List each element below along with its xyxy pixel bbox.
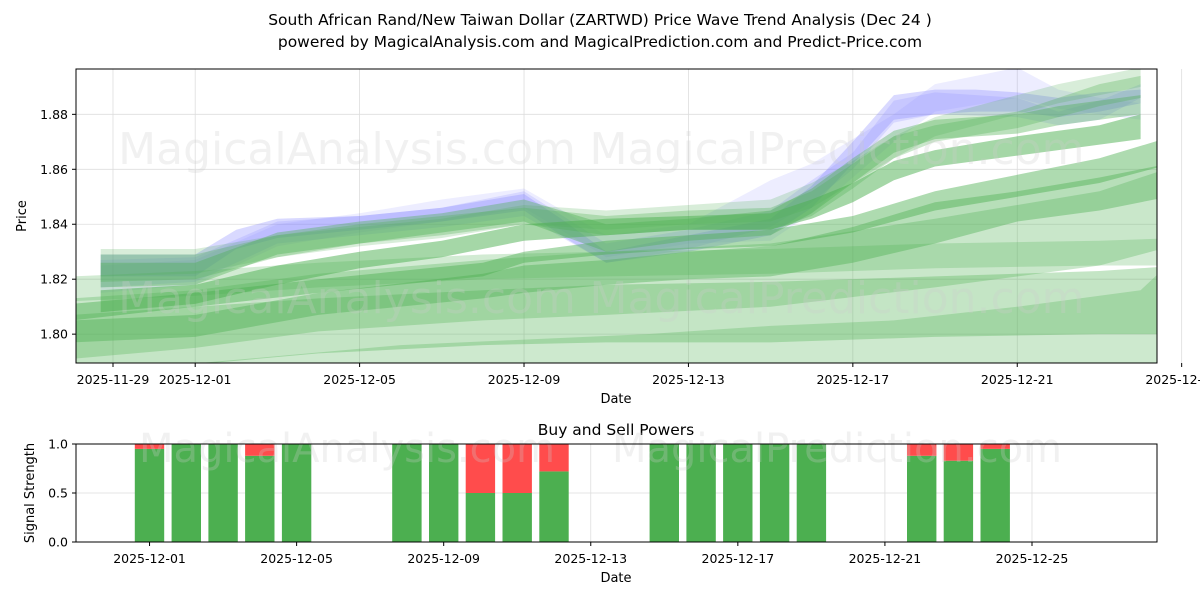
buy-bar <box>465 493 496 542</box>
price-band-green <box>76 238 1157 302</box>
sell-bar <box>539 444 569 472</box>
signal-bars <box>134 444 1010 542</box>
price-grid <box>76 69 1183 363</box>
price-band-green <box>100 95 1141 288</box>
price-y-tick-label: 1.84 <box>40 217 68 232</box>
signal-x-tick-label: 2025-12-05 <box>260 551 333 566</box>
chart-title-line2: powered by MagicalAnalysis.com and Magic… <box>278 33 922 51</box>
buy-bar <box>392 444 422 542</box>
price-y-tick-label: 1.82 <box>40 272 68 287</box>
price-x-tick-label: 2025-12-21 <box>981 372 1054 387</box>
price-x-axis-label: Date <box>600 392 631 407</box>
signal-x-axis-label: Date <box>600 571 631 586</box>
price-band-green <box>76 165 1157 343</box>
price-y-tick-label: 1.80 <box>40 327 68 342</box>
sell-bar <box>245 444 275 456</box>
price-x-tick-label: 2025-12-09 <box>488 372 561 387</box>
sell-bar <box>907 444 937 456</box>
price-band-green <box>76 267 1157 363</box>
sell-bar <box>134 444 165 449</box>
signal-x-tick-label: 2025-12-25 <box>996 551 1069 566</box>
buy-bar <box>723 444 753 542</box>
price-band-blue <box>100 89 1141 277</box>
price-x-tick-label: 2025-12-13 <box>652 372 725 387</box>
buy-bar <box>245 455 275 542</box>
watermark-prediction-mid: MagicalPrediction.com <box>590 273 1085 324</box>
watermark-prediction-top: MagicalPrediction.com <box>590 124 1085 175</box>
watermark-analysis-mid: MagicalAnalysis.com <box>118 273 576 324</box>
signal-chart: Buy and Sell Powers MagicalAnalysis.com … <box>23 421 1158 586</box>
buy-bar <box>907 455 937 542</box>
signal-chart-title: Buy and Sell Powers <box>538 421 695 439</box>
price-x-tick-label: 2025-12-01 <box>159 372 232 387</box>
signal-y-tick-label: 1.0 <box>48 437 68 452</box>
price-x-tick-label: 2025-12-25 <box>1145 372 1200 387</box>
sell-bar <box>943 444 974 461</box>
price-chart: MagicalAnalysis.com MagicalPrediction.co… <box>15 68 1200 407</box>
sell-bar <box>465 444 496 493</box>
price-band-green <box>100 69 1141 277</box>
signal-y-ticks: 0.0 0.5 1.0 <box>48 437 76 550</box>
watermark-analysis-bottom: MagicalAnalysis.com <box>139 426 555 472</box>
buy-bar <box>796 444 827 542</box>
price-band-green <box>76 141 1157 320</box>
price-y-ticks: 1.80 1.82 1.84 1.86 1.88 <box>40 107 76 342</box>
signal-y-tick-label: 0.0 <box>48 535 68 550</box>
price-x-tick-label: 2025-12-05 <box>323 372 396 387</box>
price-band-blue <box>100 69 1141 293</box>
price-y-tick-label: 1.88 <box>40 107 68 122</box>
buy-bar <box>134 448 165 542</box>
buy-bar <box>429 444 459 542</box>
buy-bar <box>539 471 569 542</box>
watermark-analysis-top: MagicalAnalysis.com <box>118 124 576 175</box>
price-band-green <box>100 114 1141 313</box>
sell-bar <box>502 444 532 493</box>
price-y-tick-label: 1.86 <box>40 162 68 177</box>
signal-y-axis-label: Signal Strength <box>23 443 38 543</box>
buy-bar <box>980 448 1010 542</box>
signal-x-ticks: 2025-12-01 2025-12-05 2025-12-09 2025-12-13… <box>113 542 1068 566</box>
buy-bar <box>943 460 974 542</box>
buy-bar <box>502 493 532 542</box>
signal-x-tick-label: 2025-12-09 <box>407 551 480 566</box>
buy-bar <box>281 444 312 542</box>
buy-bar <box>759 444 790 542</box>
price-y-axis-label: Price <box>15 200 30 232</box>
signal-x-tick-label: 2025-12-17 <box>702 551 775 566</box>
price-plot-frame <box>75 68 1158 364</box>
signal-watermarks: MagicalAnalysis.com MagicalPrediction.co… <box>139 426 1062 472</box>
signal-x-tick-label: 2025-12-13 <box>554 551 627 566</box>
price-x-ticks: 2025-11-29 2025-12-01 2025-12-05 2025-12-09… <box>77 363 1200 387</box>
watermark-prediction-bottom: MagicalPrediction.com <box>612 426 1062 472</box>
signal-x-tick-label: 2025-12-01 <box>113 551 186 566</box>
price-band-blue <box>100 84 1141 288</box>
price-band-green <box>76 172 1157 359</box>
signal-y-tick-label: 0.5 <box>48 486 68 501</box>
buy-bar <box>208 444 238 542</box>
buy-bar <box>171 444 201 542</box>
price-watermarks: MagicalAnalysis.com MagicalPrediction.co… <box>118 124 1084 324</box>
price-band-green <box>100 75 1141 282</box>
signal-x-tick-label: 2025-12-21 <box>849 551 922 566</box>
price-x-tick-label: 2025-12-17 <box>817 372 890 387</box>
price-x-tick-label: 2025-11-29 <box>77 372 150 387</box>
price-bands <box>76 69 1157 363</box>
chart-title-line1: South African Rand/New Taiwan Dollar (ZA… <box>268 11 932 29</box>
buy-bar <box>686 444 716 542</box>
price-band-green <box>200 274 1157 363</box>
sell-bar <box>980 444 1010 449</box>
buy-bar <box>649 444 679 542</box>
